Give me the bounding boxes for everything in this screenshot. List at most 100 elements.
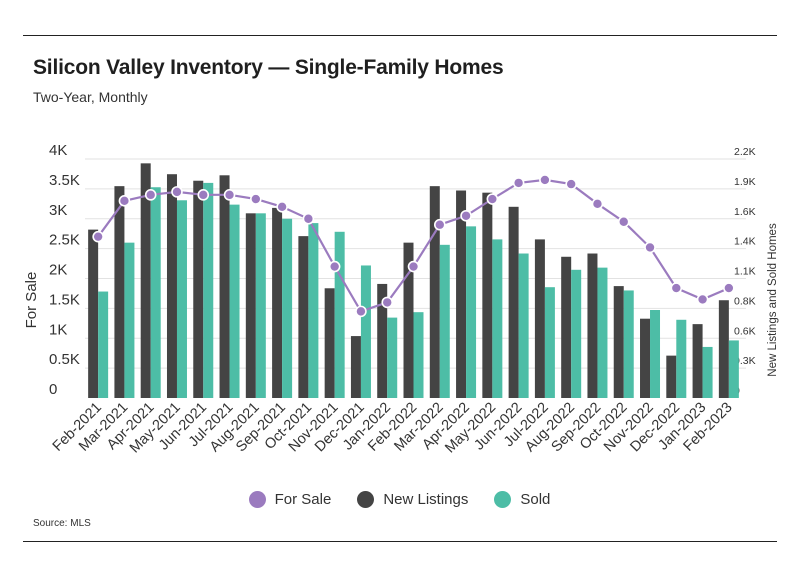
y-tick-label: 0.5K [49,351,80,368]
bar-sold [229,204,240,398]
point-for-sale [617,215,630,228]
legend-item-sold: Sold [494,491,550,508]
bar-sold [702,346,713,398]
bar-new-listings [456,190,467,398]
bar-new-listings [166,174,177,398]
y-tick-label: 2.5K [49,232,80,249]
bar-new-listings [640,318,651,398]
bar-sold [466,226,477,398]
bar-sold [334,231,345,398]
bottom-rule [23,541,777,542]
bar-new-listings [587,253,598,398]
y2-tick-label: 1.1K [734,266,756,278]
bar-sold [203,182,214,398]
y2-tick-label: 1.6K [734,206,756,218]
y2-tick-label: 2.2K [734,146,756,158]
y-axis-title: For Sale [23,272,40,329]
bar-sold [308,223,319,398]
bar-new-listings [140,163,151,398]
bar-sold [387,317,398,398]
point-for-sale [302,212,315,225]
bar-sold [124,242,135,398]
chart-title: Silicon Valley Inventory — Single-Family… [33,56,504,79]
bar-new-listings [298,236,309,398]
legend-swatch-sold [494,491,512,508]
bar-new-listings [429,186,440,398]
y2-tick-label: 1.9K [734,176,756,188]
bar-new-listings [114,186,125,398]
bar-sold [650,310,661,398]
point-for-sale [486,193,499,205]
point-for-sale [644,241,656,254]
y2-tick-label: 0.8K [734,295,756,307]
point-for-sale [539,174,551,186]
bar-new-listings [508,206,519,398]
legend-swatch-new-listings [357,491,375,508]
bar-new-listings [482,192,493,398]
bar-new-listings [718,300,729,398]
bar-sold [98,291,109,398]
point-for-sale [223,189,236,201]
bar-new-listings [666,355,677,398]
y-tick-label: 4K [49,142,67,159]
point-for-sale [197,189,210,201]
bar-new-listings [350,336,361,398]
bar-sold [623,290,634,398]
y2-axis-title: New Listings and Sold Homes [767,223,779,377]
bar-new-listings [219,175,230,398]
bar-sold [282,218,293,398]
bar-sold [255,213,266,398]
y2-tick-label: 0.3K [734,355,756,367]
point-for-sale [381,296,394,309]
bar-new-listings [692,324,703,398]
y-tick-label: 2K [49,262,67,279]
bar-new-listings [613,286,624,398]
legend-label-for-sale: For Sale [274,491,332,508]
y-tick-label: 1.5K [49,291,80,308]
bar-new-listings [561,256,572,398]
point-for-sale [328,260,341,273]
legend-swatch-for-sale [248,491,266,508]
point-for-sale [460,209,472,222]
point-for-sale [591,198,604,210]
point-for-sale [433,218,446,231]
point-for-sale [144,189,157,201]
bar-sold [597,267,608,398]
legend-label-sold: Sold [520,491,551,508]
point-for-sale [512,177,525,189]
bar-new-listings [403,242,414,398]
bar-sold [544,287,555,398]
point-for-sale [565,178,577,190]
y-tick-label: 1K [49,321,67,338]
line-for-sale [97,178,730,313]
point-for-sale [92,230,104,243]
legend-label-new-listings: New Listings [383,491,469,508]
bar-sold [176,200,187,398]
bar-sold [676,319,687,398]
y-tick-label: 3K [49,202,67,219]
top-rule [23,35,777,36]
source-note: Source: MLS [33,518,91,529]
point-for-sale [407,260,420,273]
y2-tick-label: 1.4K [734,236,756,248]
point-for-sale [118,195,131,207]
bar-sold [150,187,161,398]
bar-new-listings [245,213,256,398]
bar-sold [413,312,424,398]
bar-sold [439,244,450,398]
chart-subtitle: Two-Year, Monthly [33,89,148,105]
bar-new-listings [193,180,204,398]
point-for-sale [171,186,183,198]
bar-new-listings [324,288,335,398]
point-for-sale [670,282,683,294]
y-tick-label: 3.5K [49,172,80,189]
point-for-sale [250,193,262,205]
bar-new-listings [377,283,388,398]
bar-sold [728,340,739,398]
legend-item-new-listings: New Listings [357,491,468,508]
point-for-sale [723,282,735,294]
legend-item-for-sale: For Sale [248,491,332,508]
y-tick-label: 0 [49,381,57,398]
bar-sold [360,265,371,398]
